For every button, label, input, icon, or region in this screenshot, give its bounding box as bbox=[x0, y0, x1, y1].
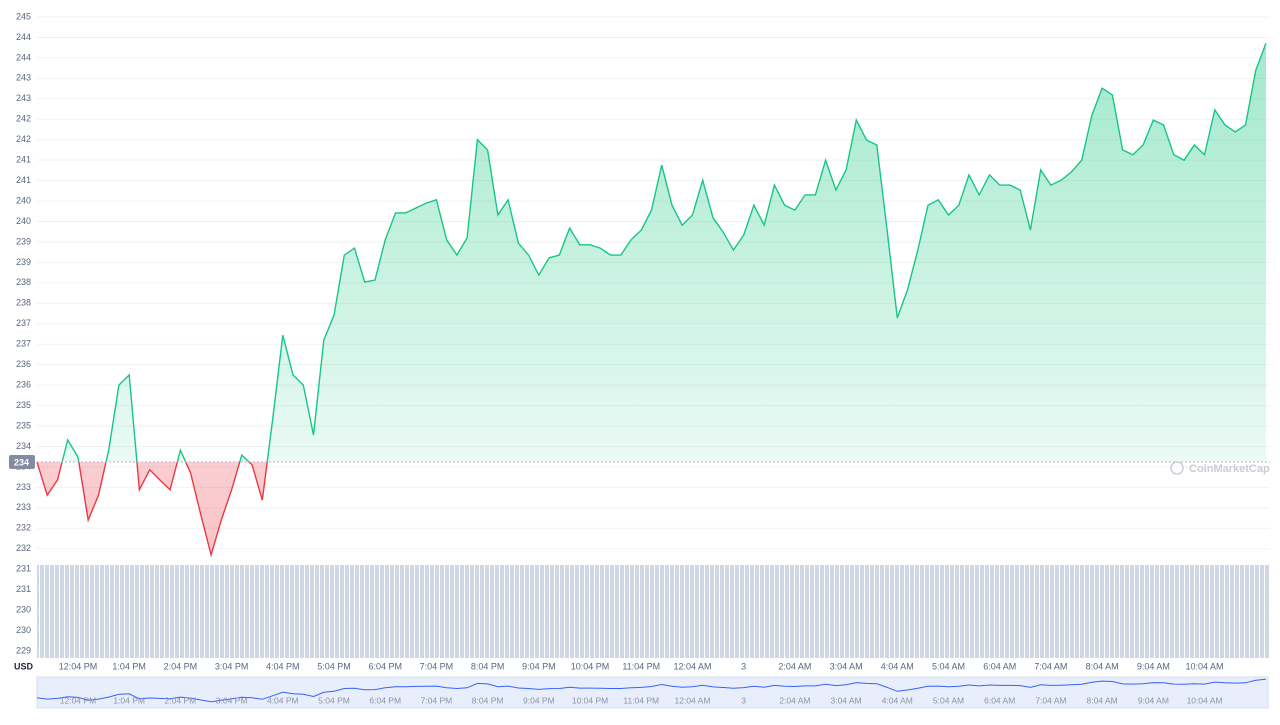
y-tick-label: 243 bbox=[16, 93, 31, 103]
navigator-tick-label: 11:04 PM bbox=[623, 695, 659, 705]
navigator-plot: 12:04 PM 1:04 PM 2:04 PM 3:04 PM 4:04 PM 5:04… bbox=[36, 678, 1267, 705]
navigator-tick-label: 6:04 AM bbox=[984, 695, 1015, 705]
watermark: CoinMarketCap bbox=[1170, 461, 1270, 475]
navigator-tick-label: 9:04 AM bbox=[1138, 695, 1169, 705]
y-tick-label: 231 bbox=[16, 564, 31, 574]
y-tick-label: 239 bbox=[16, 257, 31, 267]
y-tick-label: 240 bbox=[16, 195, 31, 205]
navigator-tick-label: 7:04 PM bbox=[421, 695, 453, 705]
y-tick-label: 233 bbox=[16, 502, 31, 512]
navigator-tick-label: 6:04 PM bbox=[369, 695, 401, 705]
y-tick-label: 230 bbox=[16, 625, 31, 635]
y-tick-label: 237 bbox=[16, 318, 31, 328]
area-down bbox=[37, 462, 268, 555]
reference-box bbox=[9, 455, 35, 470]
x-tick-label: 3 bbox=[741, 661, 746, 671]
y-tick-label: 242 bbox=[16, 134, 31, 144]
watermark-text: CoinMarketCap bbox=[1189, 463, 1270, 475]
navigator-tick-label: 2:04 AM bbox=[779, 695, 810, 705]
navigator-tick-label: 1:04 PM bbox=[113, 695, 145, 705]
x-tick-label: 12:04 PM bbox=[59, 661, 98, 671]
navigator-tick-label: 7:04 AM bbox=[1035, 695, 1066, 705]
currency-label: USD bbox=[14, 661, 34, 671]
y-tick-label: 241 bbox=[16, 155, 31, 165]
x-tick-label: 9:04 AM bbox=[1137, 661, 1170, 671]
y-tick-label: 238 bbox=[16, 298, 31, 308]
navigator-tick-label: 3:04 AM bbox=[830, 695, 861, 705]
x-tick-label: 2:04 AM bbox=[778, 661, 811, 671]
x-tick-label: 2:04 PM bbox=[164, 661, 198, 671]
x-tick-label: 11:04 PM bbox=[622, 661, 660, 671]
y-tick-label: 239 bbox=[16, 236, 31, 246]
price-line-up bbox=[36, 42, 1267, 463]
x-tick-label: 7:04 PM bbox=[420, 661, 454, 671]
x-tick-label: 9:04 PM bbox=[522, 661, 556, 671]
x-tick-label: 5:04 AM bbox=[932, 661, 965, 671]
x-tick-label: 1:04 PM bbox=[112, 661, 146, 671]
y-tick-label: 236 bbox=[16, 380, 31, 390]
y-tick-label: 232 bbox=[16, 523, 31, 533]
y-tick-label: 230 bbox=[16, 604, 31, 614]
navigator-tick-label: 12:04 PM bbox=[60, 695, 96, 705]
navigator-tick-label: 10:04 PM bbox=[572, 695, 608, 705]
volume-band bbox=[37, 565, 1269, 658]
navigator-tick-label: 9:04 PM bbox=[523, 695, 555, 705]
x-tick-label: 7:04 AM bbox=[1034, 661, 1067, 671]
y-tick-label: 244 bbox=[16, 32, 31, 42]
y-tick-label: 241 bbox=[16, 175, 31, 185]
y-tick-label: 234 bbox=[16, 441, 31, 451]
x-tick-label: 3:04 PM bbox=[215, 661, 249, 671]
y-tick-label: 240 bbox=[16, 216, 31, 226]
reference-label: 234 bbox=[14, 457, 29, 467]
y-tick-label: 229 bbox=[16, 645, 31, 655]
navigator-tick-label: 2:04 PM bbox=[165, 695, 197, 705]
navigator-tick-label: 3:04 PM bbox=[216, 695, 248, 705]
x-tick-label: 3:04 AM bbox=[830, 661, 863, 671]
y-tick-label: 235 bbox=[16, 400, 31, 410]
y-tick-label: 243 bbox=[16, 73, 31, 83]
navigator-tick-label: 5:04 PM bbox=[318, 695, 350, 705]
navigator-tick-label: 8:04 PM bbox=[472, 695, 504, 705]
x-tick-label: 10:04 PM bbox=[571, 661, 610, 671]
navigator-tick-label: 5:04 AM bbox=[933, 695, 964, 705]
navigator-tick-label: 12:04 AM bbox=[675, 695, 711, 705]
navigator-line bbox=[36, 678, 1267, 703]
navigator-tick-label: 10:04 AM bbox=[1187, 695, 1223, 705]
navigator-tick-label: 4:04 PM bbox=[267, 695, 299, 705]
navigator-tick-label: 3 bbox=[741, 695, 746, 705]
x-tick-label: 12:04 AM bbox=[673, 661, 711, 671]
x-tick-label: 8:04 PM bbox=[471, 661, 505, 671]
y-tick-label: 245 bbox=[16, 11, 31, 21]
x-tick-label: 4:04 PM bbox=[266, 661, 300, 671]
plot: 234 12:04 PM 1:04 PM 2:04 PM 3:04 PM 4:04 PM 5… bbox=[9, 42, 1270, 671]
area-up bbox=[37, 43, 1266, 463]
y-tick-label: 237 bbox=[16, 339, 31, 349]
navigator[interactable] bbox=[36, 676, 1269, 709]
y-tick-label: 242 bbox=[16, 114, 31, 124]
y-tick-label: 236 bbox=[16, 359, 31, 369]
y-tick-label: 238 bbox=[16, 277, 31, 287]
watermark-logo bbox=[1170, 461, 1184, 475]
y-tick-label: 244 bbox=[16, 52, 31, 62]
navigator-tick-label: 8:04 AM bbox=[1087, 695, 1118, 705]
y-tick-label: 233 bbox=[16, 482, 31, 492]
y-tick-label: 235 bbox=[16, 420, 31, 430]
x-tick-label: 6:04 AM bbox=[983, 661, 1016, 671]
navigator-tick-label: 4:04 AM bbox=[882, 695, 913, 705]
x-tick-label: 4:04 AM bbox=[881, 661, 914, 671]
x-tick-label: 5:04 PM bbox=[317, 661, 351, 671]
x-tick-label: 10:04 AM bbox=[1186, 661, 1224, 671]
x-tick-label: 6:04 PM bbox=[368, 661, 402, 671]
y-tick-label: 232 bbox=[16, 543, 31, 553]
y-tick-label: 231 bbox=[16, 584, 31, 594]
x-tick-label: 8:04 AM bbox=[1086, 661, 1119, 671]
